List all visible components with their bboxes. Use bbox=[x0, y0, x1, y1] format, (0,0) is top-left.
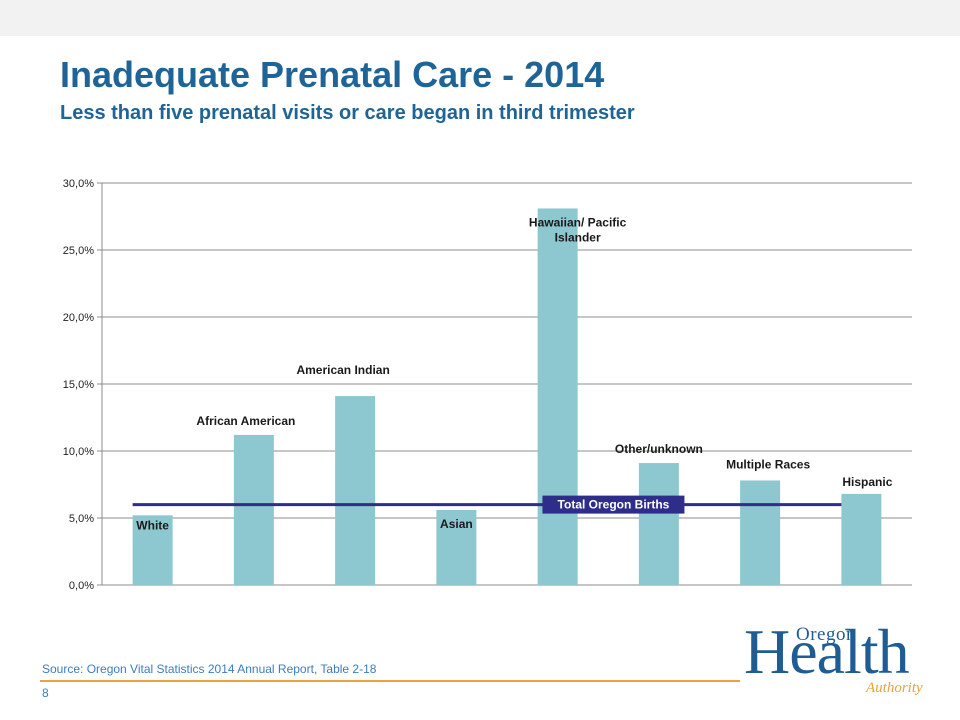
y-tick-label: 25,0% bbox=[63, 245, 94, 257]
y-tick-label: 15,0% bbox=[63, 379, 94, 391]
bar-label: Asian bbox=[440, 517, 473, 531]
reference-line-label: Total Oregon Births bbox=[558, 498, 670, 512]
logo-oregon-text: Oregon bbox=[796, 624, 856, 645]
y-tick-label: 30,0% bbox=[63, 178, 94, 190]
bar bbox=[537, 208, 578, 585]
bar-label: Hawaiian/ Pacific bbox=[529, 215, 627, 229]
bar-label: American Indian bbox=[296, 363, 389, 377]
y-tick-label: 10,0% bbox=[63, 446, 94, 458]
bar bbox=[233, 434, 274, 585]
bar-label: White bbox=[136, 518, 169, 532]
top-band bbox=[0, 0, 960, 36]
bar bbox=[132, 515, 173, 585]
logo-authority-text: Authority bbox=[866, 680, 923, 696]
bar-label: Other/unknown bbox=[615, 442, 703, 456]
bar-label: Hispanic bbox=[842, 475, 892, 489]
source-note: Source: Oregon Vital Statistics 2014 Ann… bbox=[42, 662, 377, 676]
bar bbox=[841, 493, 882, 585]
y-tick-label: 0,0% bbox=[69, 580, 94, 592]
y-tick-label: 5,0% bbox=[69, 513, 94, 525]
chart-panel: 0,0% 5,0% 10,0% 15,0% 20,0% 25,0% 30,0% White Af… bbox=[46, 166, 914, 600]
bar bbox=[638, 463, 679, 585]
reference-label-box bbox=[542, 495, 685, 514]
bar-chart: 0,0% 5,0% 10,0% 15,0% 20,0% 25,0% 30,0% White Af… bbox=[63, 178, 912, 592]
logo-health-text: Health bbox=[744, 616, 910, 687]
bar-label: Islander bbox=[555, 230, 601, 244]
bar-label: Multiple Races bbox=[726, 457, 810, 471]
bar bbox=[335, 396, 376, 585]
slide-subtitle: Less than five prenatal visits or care b… bbox=[60, 102, 635, 124]
y-tick-label: 20,0% bbox=[63, 312, 94, 324]
footer-divider bbox=[40, 680, 740, 682]
bar bbox=[436, 509, 477, 585]
oregon-health-authority-logo: Health Oregon Authority bbox=[744, 620, 944, 700]
bar bbox=[740, 480, 781, 585]
slide-title: Inadequate Prenatal Care - 2014 bbox=[60, 54, 605, 95]
page-number: 8 bbox=[42, 686, 49, 700]
bar-label: African American bbox=[196, 414, 295, 428]
